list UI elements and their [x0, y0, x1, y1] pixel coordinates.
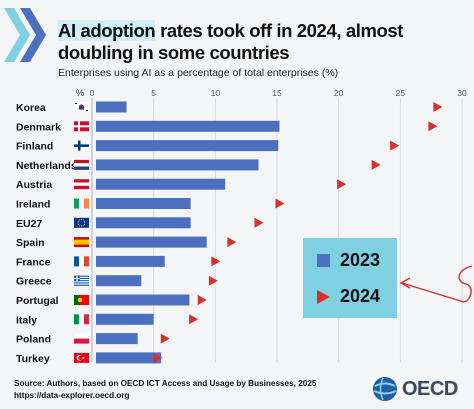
marker-2024 [197, 295, 207, 305]
legend: 2023 2024 [303, 238, 397, 318]
bar-2023 [96, 275, 142, 287]
chart-subtitle: Enterprises using AI as a percentage of … [58, 67, 339, 79]
france-flag-icon [74, 256, 89, 267]
bar-2023 [96, 294, 190, 306]
category-label: Spain [16, 237, 45, 249]
bar-chart: % 0 5 10 15 20 25 30 Korea Denmark Finland Netherla… [16, 88, 467, 365]
category-label: Finland [16, 141, 53, 153]
category-label: Netherlands [16, 160, 77, 172]
turkey-flag-icon [74, 352, 89, 363]
category-label: Turkey [16, 353, 50, 365]
category-label: Korea [16, 102, 46, 114]
axis-unit-label: % [76, 88, 85, 99]
category-label: Denmark [16, 121, 61, 133]
legend-label: 2023 [340, 250, 381, 270]
marker-2024 [160, 333, 170, 344]
x-tick-label: 10 [211, 88, 221, 98]
source-url: https://data-explorer.oecd.org [14, 391, 130, 400]
x-tick-label: 5 [151, 88, 156, 98]
legend-item-2023: 2023 [317, 250, 380, 271]
bar-2023 [96, 333, 138, 345]
title-rest: rates took off in 2024, almost doubling … [58, 20, 404, 63]
marker-2024 [208, 275, 218, 286]
legend-label: 2024 [340, 286, 381, 306]
title-highlight: AI adoption [58, 20, 156, 41]
marker-2024 [254, 217, 264, 228]
portugal-flag-icon [74, 295, 89, 305]
marker-2024 [428, 121, 438, 132]
x-tick-label: 30 [457, 88, 467, 98]
category-label: Greece [16, 276, 52, 288]
x-tick-label: 20 [334, 88, 344, 98]
korea-flag-icon [74, 102, 89, 112]
bar-2023 [96, 352, 162, 364]
bar-2023 [96, 313, 154, 325]
eu-flag-icon [74, 217, 89, 228]
x-tick-label: 25 [396, 88, 406, 98]
bar-2023 [96, 120, 280, 132]
globe-icon [373, 377, 397, 401]
brand-name: OECD [402, 377, 458, 400]
denmark-flag-icon [74, 121, 89, 132]
marker-2024 [390, 140, 400, 151]
x-tick-label: 15 [272, 88, 282, 98]
ireland-flag-icon [74, 198, 89, 209]
legend-bar-swatch-icon [317, 254, 330, 267]
marker-2024 [227, 237, 237, 248]
bar-2023 [96, 236, 207, 248]
bar-2023 [96, 101, 127, 113]
finland-flag-icon [74, 140, 89, 151]
oecd-logo: OECD [372, 376, 458, 402]
marker-2024 [189, 314, 199, 325]
bar-2023 [96, 198, 191, 209]
bar-2023 [96, 159, 259, 171]
source-line: Source: Authors, based on OECD ICT Acces… [14, 379, 317, 388]
marker-2024 [433, 102, 443, 112]
chart-title: AI adoption rates took off in 2024, almo… [58, 20, 468, 64]
category-label: Austria [16, 179, 52, 191]
legend-triangle-icon [317, 289, 330, 304]
netherlands-flag-icon [74, 159, 89, 170]
marker-2024 [371, 159, 381, 170]
category-label: Poland [16, 334, 51, 346]
category-label: France [16, 256, 51, 268]
bar-2023 [96, 140, 279, 152]
marker-2024 [275, 198, 285, 209]
category-label: Italy [16, 314, 37, 326]
poland-flag-icon [74, 333, 89, 344]
bar-2023 [96, 255, 165, 267]
chevron-decoration-icon [4, 8, 46, 62]
category-label: Ireland [16, 199, 50, 211]
pointer-arrow-icon [399, 265, 473, 303]
bar-2023 [96, 217, 191, 229]
legend-item-2024: 2024 [317, 286, 380, 307]
austria-flag-icon [74, 179, 89, 190]
category-label: Portugal [16, 295, 59, 307]
category-label: EU27 [16, 218, 42, 230]
marker-2024 [211, 256, 221, 267]
marker-2024 [337, 179, 347, 190]
marker-2024 [153, 352, 163, 363]
greece-flag-icon [74, 275, 89, 286]
x-tick-label: 0 [90, 88, 95, 98]
source-note: Source: Authors, based on OECD ICT Acces… [14, 378, 316, 402]
bar-2023 [96, 178, 226, 190]
italy-flag-icon [74, 314, 89, 325]
spain-flag-icon [74, 237, 89, 248]
